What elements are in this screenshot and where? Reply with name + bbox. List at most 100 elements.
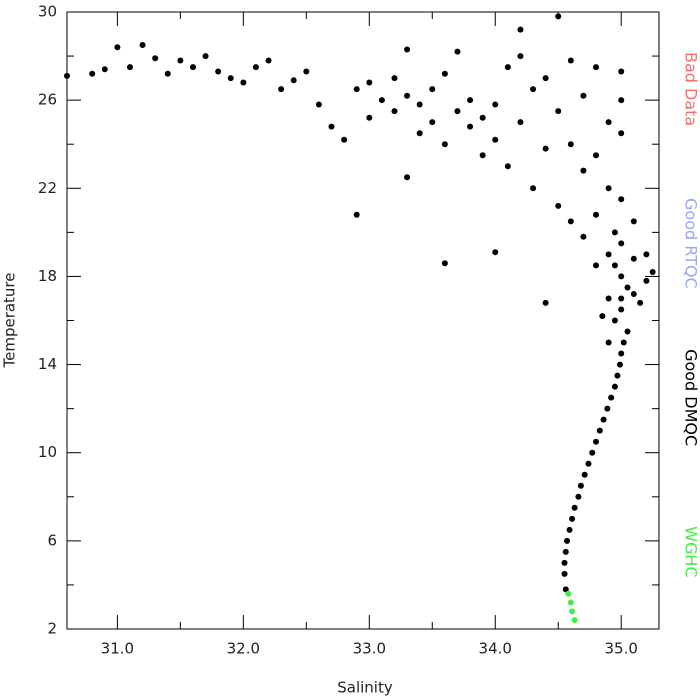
point — [416, 130, 423, 137]
point — [569, 608, 576, 615]
point — [593, 152, 600, 159]
point — [618, 350, 625, 357]
point — [618, 273, 625, 280]
point — [215, 68, 222, 75]
point — [580, 233, 587, 240]
point — [618, 97, 625, 104]
point — [114, 44, 121, 51]
point — [315, 101, 322, 108]
x-tick-label: 35.0 — [605, 640, 638, 658]
point — [643, 251, 650, 258]
point — [391, 75, 398, 82]
point — [589, 449, 596, 456]
y-tick-label: 26 — [38, 91, 57, 109]
point — [569, 515, 576, 522]
point — [202, 53, 209, 60]
y-tick-label: 14 — [38, 355, 57, 373]
point — [643, 277, 650, 284]
legend-entry: Bad Data — [682, 52, 700, 126]
point — [618, 295, 625, 302]
point — [611, 317, 618, 324]
point — [504, 163, 511, 170]
point — [89, 70, 96, 77]
point — [542, 299, 549, 306]
point — [126, 64, 133, 71]
point — [517, 53, 524, 60]
point — [177, 57, 184, 64]
x-tick-label: 32.0 — [227, 640, 260, 658]
plot-frame — [66, 11, 660, 630]
point — [542, 145, 549, 152]
point — [353, 86, 360, 93]
y-tick-label: 30 — [38, 3, 57, 21]
point — [278, 86, 285, 93]
point — [604, 405, 611, 412]
point — [366, 79, 373, 86]
point — [492, 101, 499, 108]
y-tick-label: 10 — [38, 443, 57, 461]
point — [454, 48, 461, 55]
point — [353, 211, 360, 218]
point — [618, 130, 625, 137]
x-tick-label: 33.0 — [353, 640, 386, 658]
point — [630, 255, 637, 262]
point — [649, 269, 656, 276]
point — [624, 328, 631, 335]
point — [504, 64, 511, 71]
point — [479, 152, 486, 159]
point — [611, 262, 618, 269]
x-tick-label: 34.0 — [479, 640, 512, 658]
point — [227, 75, 234, 82]
point — [562, 586, 569, 593]
legend-entry: Good DMQC — [682, 349, 700, 446]
point — [605, 119, 612, 126]
point — [366, 114, 373, 121]
point — [252, 64, 259, 71]
point — [611, 383, 618, 390]
point — [616, 361, 623, 368]
y-tick-label: 18 — [38, 267, 57, 285]
point — [605, 251, 612, 258]
point — [64, 72, 70, 79]
point — [571, 617, 578, 624]
point — [593, 64, 600, 71]
point — [492, 249, 499, 256]
point — [189, 64, 196, 71]
x-tick-label: 31.0 — [101, 640, 134, 658]
y-axis-label: Temperature — [1, 272, 19, 368]
legend-entry: Good RTQC — [682, 198, 700, 289]
point — [152, 55, 159, 62]
point — [561, 570, 568, 577]
point — [581, 471, 588, 478]
point — [561, 559, 568, 566]
point — [492, 136, 499, 143]
point — [637, 299, 644, 306]
point — [565, 590, 572, 597]
point — [614, 372, 621, 379]
point — [441, 70, 448, 77]
point — [404, 174, 411, 181]
point — [620, 339, 627, 346]
point — [416, 101, 423, 108]
point — [585, 460, 592, 467]
point — [596, 427, 603, 434]
point — [429, 119, 436, 126]
point — [562, 548, 569, 555]
point — [567, 218, 574, 225]
point — [290, 77, 297, 84]
point — [530, 185, 537, 192]
point — [600, 416, 607, 423]
point — [441, 141, 448, 148]
point — [608, 394, 615, 401]
point — [593, 262, 600, 269]
point — [265, 57, 272, 64]
point — [429, 86, 436, 93]
point — [303, 68, 310, 75]
point — [618, 240, 625, 247]
point — [101, 66, 108, 73]
point — [566, 526, 573, 533]
point — [624, 284, 631, 291]
point — [391, 108, 398, 115]
point — [467, 97, 474, 104]
